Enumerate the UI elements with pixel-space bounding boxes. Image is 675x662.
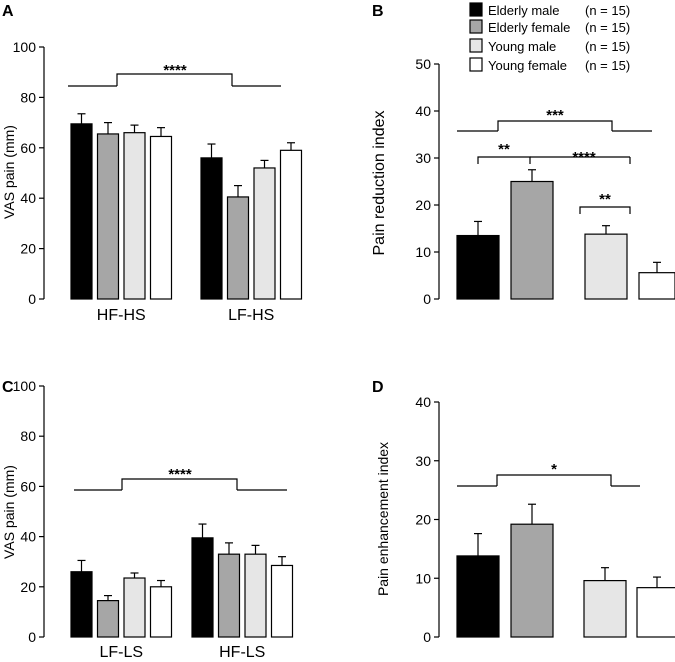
category-label: LF-LS xyxy=(99,644,143,661)
category-label: LF-HS xyxy=(228,307,274,324)
legend-n-elderly-female: (n = 15) xyxy=(585,20,630,35)
bar xyxy=(456,234,500,300)
bar xyxy=(217,553,241,638)
y-tick-label: 0 xyxy=(423,629,431,645)
y-tick-label: 40 xyxy=(415,394,431,410)
legend-label-young-male: Young male xyxy=(488,39,556,54)
y-tick-label: 0 xyxy=(28,291,36,307)
y-axis-label-b: Pain reduction index xyxy=(371,111,388,256)
y-tick-label: 80 xyxy=(20,89,36,105)
y-tick-label: 80 xyxy=(20,428,36,444)
bar xyxy=(96,600,120,638)
significance-bracket xyxy=(116,73,233,86)
y-tick-label: 10 xyxy=(415,570,431,586)
significance-label: ** xyxy=(498,141,510,158)
y-tick-label: 40 xyxy=(415,103,431,119)
bar xyxy=(279,149,303,300)
bar xyxy=(123,132,146,300)
bar xyxy=(253,167,276,300)
y-axis-label-a: VAS pain (mm) xyxy=(1,125,17,219)
panel-letter-b: B xyxy=(372,3,384,20)
y-tick-label: 40 xyxy=(20,529,36,545)
significance-bracket xyxy=(579,206,631,214)
y-tick-label: 0 xyxy=(423,291,431,307)
y-tick-label: 40 xyxy=(20,190,36,206)
bar xyxy=(226,196,250,300)
significance-label: **** xyxy=(168,466,192,483)
significance-label: **** xyxy=(163,62,187,79)
bar xyxy=(149,135,173,300)
y-tick-label: 60 xyxy=(20,140,36,156)
y-tick-label: 20 xyxy=(20,241,36,257)
bar xyxy=(70,571,93,638)
y-tick-label: 50 xyxy=(415,56,431,72)
bar xyxy=(583,579,627,638)
panel-letter-a: A xyxy=(2,3,14,20)
y-tick-label: 100 xyxy=(13,39,37,55)
significance-label: **** xyxy=(572,149,596,166)
bar xyxy=(510,180,554,300)
y-tick-label: 10 xyxy=(415,244,431,260)
legend-label-elderly-male: Elderly male xyxy=(488,3,560,18)
y-tick-label: 20 xyxy=(415,197,431,213)
significance-bracket xyxy=(477,156,531,164)
significance-bracket xyxy=(496,474,612,486)
bar xyxy=(191,537,214,638)
legend-label-elderly-female: Elderly female xyxy=(488,20,570,35)
bar xyxy=(200,157,223,300)
y-tick-label: 20 xyxy=(415,512,431,528)
bar xyxy=(149,586,173,638)
y-tick-label: 100 xyxy=(13,378,37,394)
legend-n-young-male: (n = 15) xyxy=(585,39,630,54)
legend-label-young-female: Young female xyxy=(488,58,567,73)
bar xyxy=(456,555,500,638)
bar xyxy=(638,272,675,300)
y-axis-label-c: VAS pain (mm) xyxy=(1,465,17,559)
chart-panel-a: 0 20 40 60 80 100 HF-HS LF-HS **** xyxy=(13,39,303,324)
bar xyxy=(244,553,267,638)
category-label: HF-LS xyxy=(219,644,265,661)
bar xyxy=(636,587,675,638)
chart-panel-c: 0 20 40 60 80 100 LF-LS HF-LS **** xyxy=(13,378,294,661)
significance-label: *** xyxy=(546,107,564,124)
legend-n-elderly-male: (n = 15) xyxy=(585,3,630,18)
bar xyxy=(123,577,146,638)
significance-label: ** xyxy=(599,191,611,208)
bar xyxy=(270,564,294,638)
y-tick-label: 20 xyxy=(20,579,36,595)
y-tick-label: 0 xyxy=(28,629,36,645)
y-axis-label-d: Pain enhancement index xyxy=(375,442,391,596)
significance-label: * xyxy=(551,461,557,478)
bar xyxy=(70,123,93,300)
bar xyxy=(584,233,628,300)
significance-bracket xyxy=(121,478,238,490)
category-label: HF-HS xyxy=(97,307,146,324)
legend-swatch-elderly-female xyxy=(469,19,483,34)
y-tick-label: 60 xyxy=(20,478,36,494)
legend: Elderly male (n = 15) Elderly female (n … xyxy=(469,2,630,73)
significance-bracket xyxy=(497,120,613,131)
bar xyxy=(510,523,554,638)
panel-letter-d: D xyxy=(372,379,384,396)
panel-letter-c: C xyxy=(2,379,14,396)
y-tick-label: 30 xyxy=(415,453,431,469)
chart-panel-d: 0 10 20 30 40 * xyxy=(415,394,675,645)
legend-swatch-young-female xyxy=(469,57,483,72)
legend-swatch-young-male xyxy=(469,38,483,53)
y-tick-label: 30 xyxy=(415,150,431,166)
legend-swatch-elderly-male xyxy=(469,2,483,17)
bar xyxy=(96,133,120,300)
legend-n-young-female: (n = 15) xyxy=(585,58,630,73)
